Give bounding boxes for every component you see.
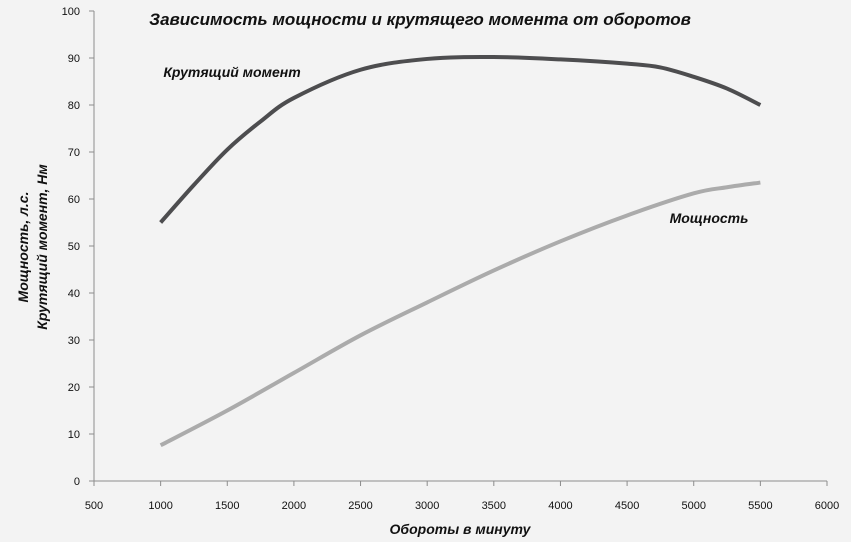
y-tick-label: 80	[68, 100, 80, 112]
x-tick-label: 2500	[348, 500, 372, 512]
x-axis-ticks: 500 1000 1500 2000 2500 3000 3500 4000 4500 5000 5…	[85, 481, 839, 512]
y-tick-label: 100	[62, 6, 80, 18]
series-lines	[159, 55, 762, 448]
y-tick-label: 60	[68, 194, 80, 206]
x-tick-label: 3000	[415, 500, 439, 512]
x-tick-label: 1000	[148, 500, 172, 512]
y-tick-label: 20	[68, 382, 80, 394]
x-tick-label: 5500	[748, 500, 772, 512]
x-tick-label: 4000	[548, 500, 572, 512]
x-tick-label: 3500	[482, 500, 506, 512]
y-axis-title-line-1: Мощность, л.с.	[15, 192, 31, 303]
y-tick-label: 90	[68, 53, 80, 65]
y-axis-ticks: 0 10 20 30 40 50 60 70 80 90 100	[62, 6, 94, 488]
y-tick-label: 30	[68, 335, 80, 347]
y-tick-label: 0	[74, 476, 80, 488]
x-tick-label: 5000	[681, 500, 705, 512]
x-tick-label: 2000	[282, 500, 306, 512]
torque-series-line	[159, 55, 762, 224]
y-axis-title-line-2: Крутящий момент, Нм	[34, 164, 50, 330]
power-series-line	[159, 180, 761, 448]
chart-title: Зависимость мощности и крутящего момента…	[149, 10, 691, 29]
x-tick-label: 1500	[215, 500, 239, 512]
power-series-label: Мощность	[670, 210, 749, 226]
torque-series-label: Крутящий момент	[163, 64, 300, 80]
x-tick-label: 4500	[615, 500, 639, 512]
x-tick-label: 500	[85, 500, 103, 512]
y-tick-label: 10	[68, 429, 80, 441]
y-tick-label: 40	[68, 288, 80, 300]
y-tick-label: 50	[68, 241, 80, 253]
y-tick-label: 70	[68, 147, 80, 159]
x-axis-title: Обороты в минуту	[390, 521, 532, 537]
x-tick-label: 6000	[815, 500, 839, 512]
